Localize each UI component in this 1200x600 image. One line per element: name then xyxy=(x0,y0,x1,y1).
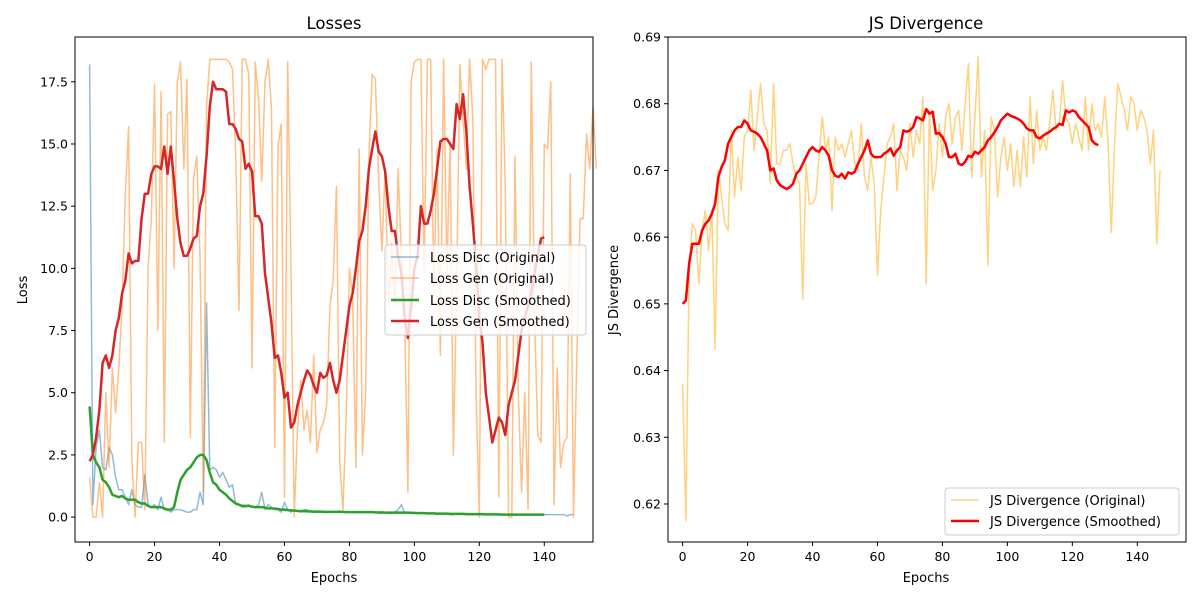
losses-series-line-1 xyxy=(88,58,597,518)
js-legend-box xyxy=(944,487,1180,536)
js-y-tick-label: 0.65 xyxy=(633,296,661,311)
losses-legend-label: Loss Disc (Original) xyxy=(430,251,555,266)
js-y-tick-label: 0.62 xyxy=(633,496,661,511)
losses-legend-box xyxy=(384,244,587,336)
js-legend-label: JS Divergence (Smoothed) xyxy=(989,515,1161,530)
losses-series-line-2 xyxy=(88,406,545,516)
losses-x-tick-label: 20 xyxy=(147,549,163,564)
js-x-ticks: 0 20 40 60 80 100 120 140 xyxy=(679,542,1149,564)
losses-legend-label: Loss Disc (Smoothed) xyxy=(430,294,571,309)
js-x-tick-label: 140 xyxy=(1125,549,1149,564)
losses-legend-label: Loss Gen (Original) xyxy=(430,272,554,287)
losses-x-tick-label: 120 xyxy=(467,549,491,564)
losses-x-ticks: 0 20 40 60 80 100 120 140 xyxy=(86,542,556,564)
losses-x-tick-label: 40 xyxy=(212,549,228,564)
losses-plot-frame xyxy=(74,36,594,543)
losses-y-label: Loss xyxy=(16,276,31,305)
js-y-tick-label: 0.69 xyxy=(633,30,661,45)
js-x-tick-label: 60 xyxy=(870,549,886,564)
js-x-tick-label: 120 xyxy=(1060,549,1084,564)
js-x-tick-label: 20 xyxy=(740,549,756,564)
js-y-tick-label: 0.67 xyxy=(633,163,661,178)
losses-y-tick-label: 17.5 xyxy=(40,74,68,89)
js-legend-label: JS Divergence (Original) xyxy=(989,494,1145,509)
js-y-tick-label: 0.63 xyxy=(633,430,661,445)
losses-x-tick-label: 80 xyxy=(341,549,357,564)
losses-y-tick-label: 15.0 xyxy=(40,136,68,151)
losses-x-tick-label: 140 xyxy=(532,549,556,564)
js-y-label: JS Divergence xyxy=(607,245,622,336)
losses-y-tick-label: 7.5 xyxy=(48,323,68,338)
losses-x-tick-label: 100 xyxy=(402,549,426,564)
js-y-tick-label: 0.64 xyxy=(633,363,661,378)
losses-y-tick-label: 10.0 xyxy=(40,261,68,276)
js-title: JS Divergence xyxy=(868,14,984,33)
losses-x-tick-label: 60 xyxy=(277,549,293,564)
js-y-tick-label: 0.66 xyxy=(633,230,661,245)
js-legend: JS Divergence (Original) JS Divergence (… xyxy=(944,487,1180,536)
js-y-tick-label: 0.68 xyxy=(633,96,661,111)
js-series-group xyxy=(681,56,1161,522)
losses-y-ticks: 0.0 2.5 5.0 7.5 10.0 12.5 15.0 17.5 xyxy=(40,74,75,525)
js-x-tick-label: 100 xyxy=(995,549,1019,564)
js-x-tick-label: 40 xyxy=(805,549,821,564)
losses-legend: Loss Disc (Original) Loss Gen (Original)… xyxy=(384,244,587,336)
js-plot-frame xyxy=(667,36,1187,543)
losses-x-tick-label: 0 xyxy=(86,549,94,564)
losses-title: Losses xyxy=(307,14,362,33)
losses-y-tick-label: 5.0 xyxy=(48,385,68,400)
js-x-tick-label: 80 xyxy=(934,549,950,564)
losses-series-group xyxy=(88,58,597,518)
losses-x-label: Epochs xyxy=(311,571,358,586)
js-series-line-1 xyxy=(681,107,1099,305)
losses-y-tick-label: 2.5 xyxy=(48,447,68,462)
losses-series-line-3 xyxy=(88,80,545,462)
losses-y-tick-label: 12.5 xyxy=(40,199,68,214)
losses-y-tick-label: 0.0 xyxy=(48,510,68,525)
js-divergence-chart: JS Divergence 0 20 40 60 80 100 120 140 0.620.6… xyxy=(607,14,1187,586)
js-x-label: Epochs xyxy=(903,571,950,586)
losses-chart: Losses 0 20 40 60 80 100 120 140 0.0 2.5 5.0 7.5 10… xyxy=(16,14,597,586)
js-x-tick-label: 0 xyxy=(679,549,687,564)
js-y-ticks: 0.62 0.63 0.64 0.65 0.66 0.67 0.68 0.69 xyxy=(633,30,668,511)
losses-legend-label: Loss Gen (Smoothed) xyxy=(430,315,570,330)
